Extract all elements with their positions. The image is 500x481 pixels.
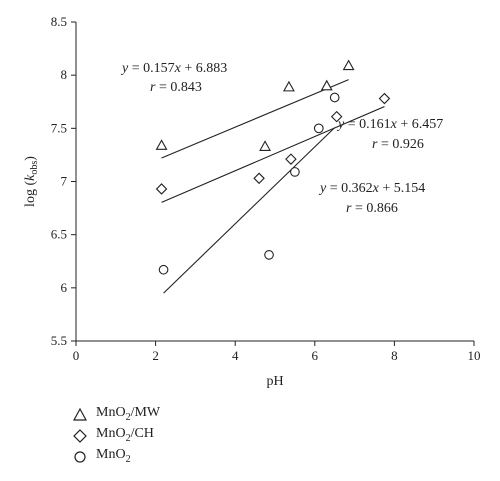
y-axis-title: log (kobs) [23,156,40,207]
x-tick-label: 6 [312,348,319,363]
fit-r-value-0: r = 0.843 [150,80,202,95]
circle-point [313,123,324,134]
legend-item-mno2-ch: MnO2/CH [72,425,160,446]
diamond-point [378,92,391,105]
x-axis-title: pH [266,374,283,389]
data-points [155,59,391,275]
x-tick-label: 8 [391,348,398,363]
fit-equation-0: y = 0.157x + 6.883 [120,61,227,76]
circle-marker-icon [74,450,86,463]
y-tick-label: 6 [61,280,68,295]
y-tick-label: 8.5 [51,14,67,29]
circle-point [329,92,340,103]
diamond-point [253,172,265,185]
fit-annotations: y = 0.157x + 6.883 r = 0.843 y = 0.161x + … [120,61,443,216]
legend-label: MnO2 [96,446,131,465]
legend-item-mno2: MnO2 [72,446,160,467]
x-tick-label: 10 [468,348,481,363]
triangle-point [320,79,333,91]
fit-line-0 [161,79,349,159]
x-tick-label: 0 [73,348,80,363]
legend-label: MnO2/MW [96,404,161,423]
legend-item-mno2-mw: MnO2/MW [72,404,160,425]
y-tick-label: 6.5 [51,227,67,242]
fit-r-value-2: r = 0.866 [346,201,398,216]
y-tick-label: 8 [61,67,68,82]
triangle-marker-icon [72,407,88,421]
fit-equation-2: y = 0.362x + 5.154 [318,181,425,196]
fit-equation-1: y = 0.161x + 6.457 [336,117,443,132]
x-tick-label: 2 [152,348,159,363]
fit-line-1 [161,106,385,203]
fit-line-2 [163,127,336,294]
legend: MnO2/MW MnO2/CH MnO2 [72,404,160,467]
triangle-point [155,139,168,150]
y-tick-label: 5.5 [51,333,67,348]
axes: 0 2 4 6 8 10 5.5 6 6.5 7 7.5 8 8.5 pH log (kobs) [23,14,481,389]
triangle-point [282,80,295,92]
chart: 0 2 4 6 8 10 5.5 6 6.5 7 7.5 8 8.5 pH log (kobs) y = 0… [23,14,481,389]
diamond-marker-icon [73,428,87,443]
fit-lines [161,79,385,294]
y-tick-label: 7.5 [51,120,67,135]
circle-point [264,250,274,260]
diamond-point [285,153,297,165]
triangle-point [342,59,355,71]
y-tick-label: 7 [61,174,68,189]
diamond-point [330,110,343,123]
circle-point [290,167,300,177]
triangle-point [259,140,271,151]
diamond-point [155,183,168,195]
legend-label: MnO2/CH [96,425,154,444]
x-tick-label: 4 [232,348,239,363]
circle-point [158,264,169,275]
fit-r-value-1: r = 0.926 [372,137,424,152]
